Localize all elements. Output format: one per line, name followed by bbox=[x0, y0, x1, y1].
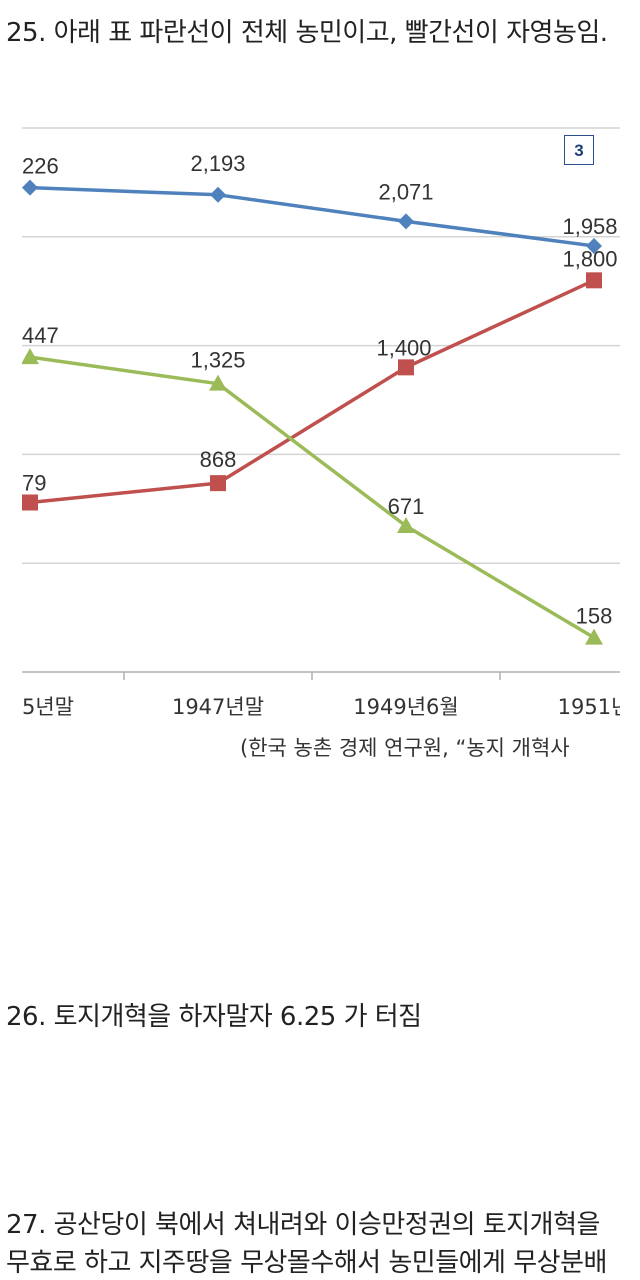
line-chart: 5년말 1947년말 1949년6월 1951년 226 2,193 2,071 1,958 7… bbox=[22, 120, 620, 780]
data-label: 2,193 bbox=[190, 151, 245, 176]
paragraph-27-line-1: 27. 공산당이 북에서 쳐내려와 이승만정권의 토지개혁을 bbox=[6, 1210, 600, 1240]
data-label: 158 bbox=[576, 604, 613, 629]
data-label: 1,325 bbox=[190, 348, 245, 373]
data-point-triangle bbox=[585, 628, 603, 645]
series-line-1 bbox=[29, 185, 595, 248]
chart-number-badge: 3 bbox=[564, 135, 594, 165]
data-point-diamond bbox=[586, 237, 602, 254]
data-label: 447 bbox=[22, 323, 59, 348]
paragraph-26: 26. 토지개혁을 하자말자 6.25 가 터짐 bbox=[6, 1002, 422, 1032]
x-tick-label: 1949년6월 bbox=[353, 695, 458, 719]
series-line-2 bbox=[29, 278, 595, 505]
data-point-diamond bbox=[398, 213, 414, 230]
data-label: 79 bbox=[22, 470, 46, 495]
data-point-square bbox=[586, 272, 602, 289]
x-tick-label: 5년말 bbox=[22, 695, 74, 719]
data-label: 1,958 bbox=[562, 214, 617, 239]
data-label: 226 bbox=[22, 154, 59, 179]
x-tick-label: 1947년말 bbox=[172, 695, 264, 719]
chart-svg: 5년말 1947년말 1949년6월 1951년 226 2,193 2,071 1,958 7… bbox=[22, 127, 620, 719]
series-line-3 bbox=[29, 355, 595, 640]
chart-source-caption: (한국 농촌 경제 연구원, “농지 개혁사 bbox=[240, 736, 570, 760]
data-label: 1,400 bbox=[376, 335, 431, 360]
data-point-square bbox=[210, 475, 226, 492]
x-tick-label: 1951년 bbox=[558, 695, 620, 719]
data-point-diamond bbox=[210, 186, 226, 203]
data-point-triangle bbox=[22, 348, 39, 365]
data-label: 671 bbox=[388, 494, 425, 519]
paragraph-25: 25. 아래 표 파란선이 전체 농민이고, 빨간선이 자영농임. bbox=[6, 18, 608, 48]
paragraph-27-line-2: 무효로 하고 지주땅을 무상몰수해서 농민들에게 무상분배 bbox=[6, 1248, 607, 1278]
data-point-triangle bbox=[397, 516, 415, 533]
data-label: 868 bbox=[200, 447, 237, 472]
data-point-diamond bbox=[22, 179, 38, 196]
data-point-triangle bbox=[209, 374, 227, 391]
data-label: 1,800 bbox=[562, 246, 617, 271]
data-point-square bbox=[22, 494, 38, 511]
data-point-square bbox=[398, 359, 414, 376]
data-label: 2,071 bbox=[378, 179, 433, 204]
